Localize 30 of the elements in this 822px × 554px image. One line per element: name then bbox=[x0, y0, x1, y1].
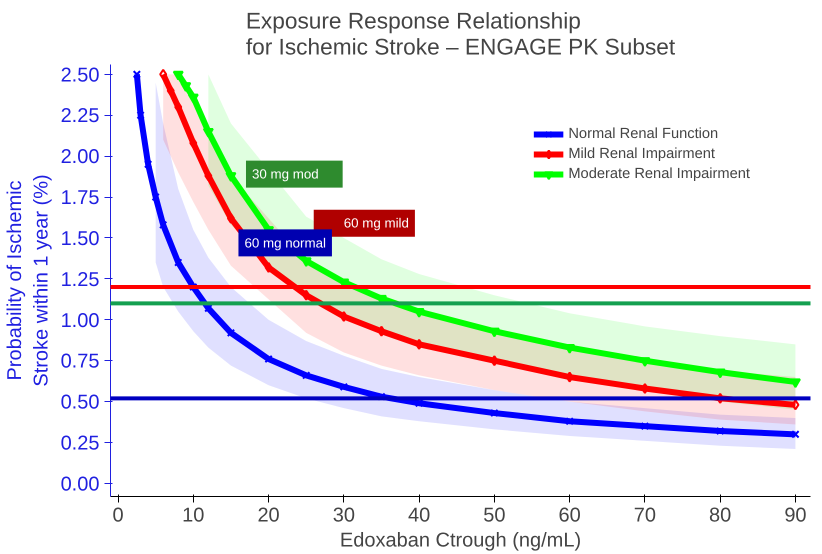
x-tick-label: 70 bbox=[634, 504, 656, 526]
y-tick-label: 2.00 bbox=[60, 146, 100, 168]
chart-title: Exposure Response Relationship for Ischemic Stroke – ENGAGE PK Subset bbox=[246, 8, 676, 60]
y-tick-label: 1.25 bbox=[60, 268, 100, 291]
legend-label: Moderate Renal Impairment bbox=[568, 166, 750, 182]
x-tick-label: 0 bbox=[112, 504, 124, 526]
x-tick-label: 80 bbox=[709, 504, 732, 526]
x-tick-label: 10 bbox=[182, 504, 204, 526]
y-axis-title: Probability of Ischemic Stroke within 1 year (%) bbox=[4, 174, 53, 387]
x-tick-label: 20 bbox=[257, 504, 280, 526]
y-tick-label: 0.75 bbox=[60, 350, 100, 373]
y-tick-label: 1.75 bbox=[60, 187, 100, 210]
x-tick-label: 60 bbox=[558, 504, 581, 526]
y-tick-label: 2.25 bbox=[60, 105, 100, 128]
y-tick-label: 0.00 bbox=[60, 473, 100, 496]
y-tick-label: 1.50 bbox=[60, 228, 100, 250]
y-tick-label: 2.50 bbox=[60, 64, 100, 86]
x-tick-label: 90 bbox=[784, 504, 807, 526]
annotation: 60 mg mild bbox=[344, 216, 409, 231]
y-tick-label: 1.00 bbox=[60, 310, 100, 332]
legend-label: Normal Renal Function bbox=[568, 126, 718, 142]
annotation: 60 mg normal bbox=[244, 235, 326, 250]
y-tick-label: 0.50 bbox=[60, 392, 100, 414]
x-tick-label: 40 bbox=[408, 504, 430, 526]
x-tick-label: 30 bbox=[332, 504, 355, 526]
annotation: 30 mg mod bbox=[252, 166, 319, 182]
x-axis-title: Edoxaban Ctrough (ng/mL) bbox=[340, 530, 582, 552]
legend-label: Mild Renal Impairment bbox=[568, 146, 715, 162]
x-tick-label: 50 bbox=[483, 504, 506, 526]
y-tick-label: 0.25 bbox=[60, 432, 100, 454]
